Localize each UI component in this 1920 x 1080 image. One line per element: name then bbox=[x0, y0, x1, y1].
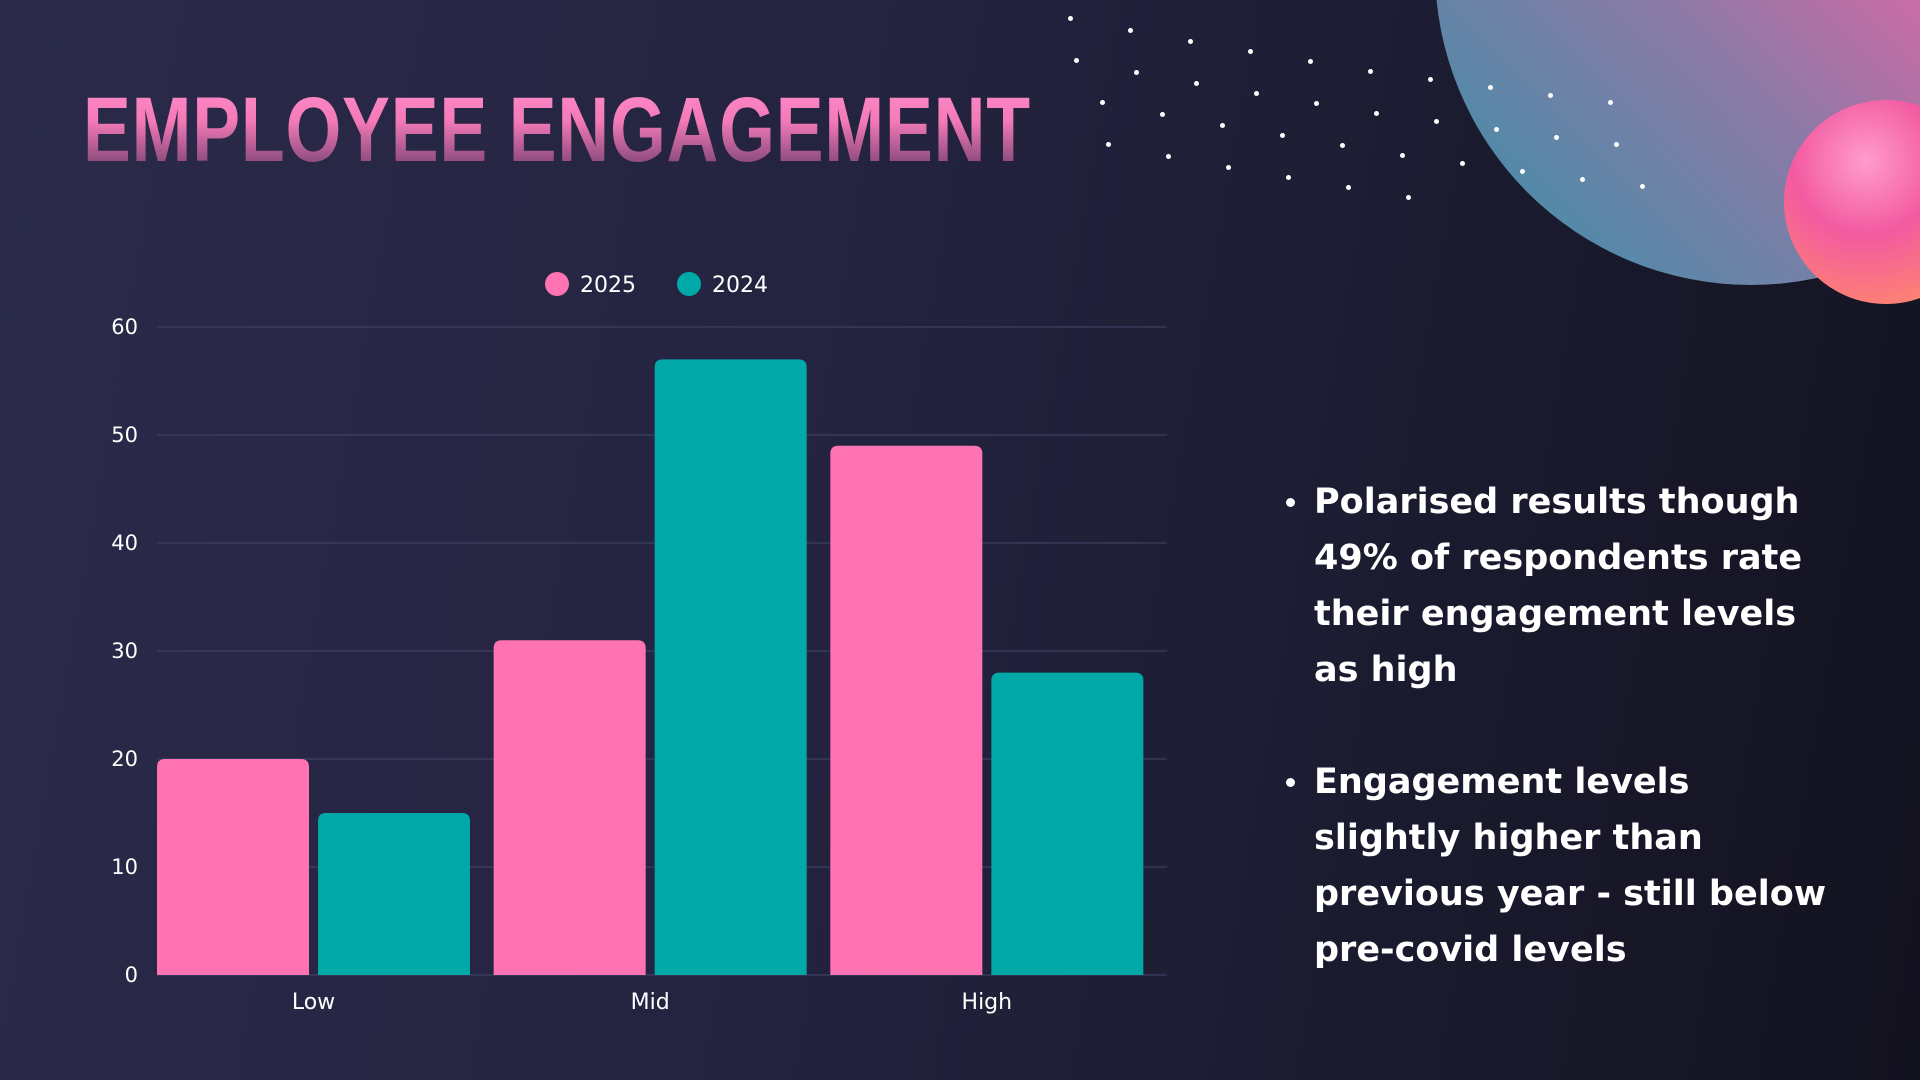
bullet-text: Polarised results though 49% of responde… bbox=[1314, 482, 1803, 690]
y-tick-label: 20 bbox=[111, 747, 138, 771]
decorative-dot bbox=[1494, 127, 1499, 133]
decorative-dot bbox=[1428, 77, 1433, 83]
decorative-dot bbox=[1554, 134, 1559, 140]
bullet-item: Polarised results though 49% of responde… bbox=[1286, 474, 1846, 698]
decorative-dot bbox=[1248, 49, 1253, 55]
bullet-icon bbox=[1286, 498, 1295, 507]
decorative-dot bbox=[1580, 176, 1585, 182]
decorative-dot bbox=[1068, 16, 1073, 21]
x-tick-label: Low bbox=[292, 990, 335, 1015]
decorative-dot bbox=[1368, 68, 1373, 74]
legend-label: 2025 bbox=[580, 273, 636, 298]
x-tick-label: High bbox=[962, 990, 1013, 1015]
bar-2024-low bbox=[318, 813, 470, 975]
page-title: EMPLOYEE ENGAGEMENT bbox=[83, 79, 1031, 181]
decorative-dot bbox=[1286, 175, 1291, 181]
y-tick-label: 40 bbox=[111, 531, 138, 555]
decorative-dot bbox=[1254, 91, 1259, 97]
legend-marker-2024 bbox=[677, 272, 701, 296]
bar-2025-mid bbox=[493, 640, 646, 975]
decorative-dot bbox=[1160, 111, 1165, 117]
legend-marker-2025 bbox=[545, 272, 569, 296]
decorative-dot bbox=[1220, 122, 1225, 128]
decorative-dot bbox=[1548, 92, 1553, 98]
y-tick-label: 50 bbox=[111, 423, 138, 447]
legend-label: 2024 bbox=[712, 273, 768, 298]
decorative-dot bbox=[1614, 141, 1619, 147]
y-tick-label: 30 bbox=[111, 639, 138, 663]
y-tick-label: 10 bbox=[111, 855, 138, 879]
decorative-dot bbox=[1406, 194, 1411, 200]
decorative-dot bbox=[1074, 58, 1079, 63]
decorative-dot bbox=[1226, 164, 1231, 170]
x-tick-label: Mid bbox=[631, 990, 670, 1015]
decorative-dot bbox=[1460, 161, 1465, 167]
decorative-dot bbox=[1434, 119, 1439, 125]
decorative-dot bbox=[1106, 142, 1111, 147]
decorative-dot bbox=[1314, 101, 1319, 107]
decorative-dot bbox=[1188, 38, 1193, 44]
bar-2024-high bbox=[991, 672, 1144, 975]
bar-2025-low bbox=[157, 759, 309, 975]
bullet-list: Polarised results though 49% of responde… bbox=[1286, 474, 1846, 1034]
decorative-dot bbox=[1488, 85, 1493, 91]
decorative-dot bbox=[1374, 110, 1379, 116]
bullet-icon bbox=[1286, 778, 1295, 787]
decorative-dot bbox=[1100, 100, 1105, 105]
decorative-dot bbox=[1194, 80, 1199, 86]
decorative-dot bbox=[1280, 133, 1285, 139]
y-tick-label: 0 bbox=[125, 963, 138, 987]
bullet-item: Engagement levels slightly higher than p… bbox=[1286, 754, 1846, 978]
bar-2024-mid bbox=[654, 359, 807, 975]
bullet-text: Engagement levels slightly higher than p… bbox=[1314, 762, 1827, 970]
decorative-dot bbox=[1640, 183, 1645, 189]
decorative-dot bbox=[1400, 152, 1405, 158]
bar-2025-high bbox=[830, 445, 983, 975]
decorative-dot bbox=[1134, 69, 1139, 75]
decorative-dot bbox=[1166, 153, 1171, 159]
decorative-dot bbox=[1520, 169, 1525, 175]
decorative-dot bbox=[1346, 185, 1351, 191]
decorative-small-circle bbox=[1784, 100, 1920, 304]
decorative-dot bbox=[1128, 27, 1133, 33]
decorative-dot bbox=[1308, 59, 1313, 65]
decorative-dot bbox=[1340, 143, 1345, 149]
y-tick-label: 60 bbox=[111, 315, 138, 339]
decorative-dot bbox=[1608, 99, 1613, 105]
